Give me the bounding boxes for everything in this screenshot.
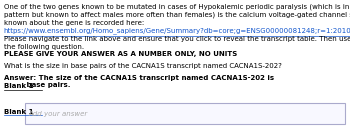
Text: Please navigate to the link above and ensure that you click to reveal the transc: Please navigate to the link above and en… (4, 36, 350, 42)
Text: Blank 1: Blank 1 (4, 82, 33, 88)
Text: pattern but known to affect males more often than females) is the calcium voltag: pattern but known to affect males more o… (4, 12, 350, 18)
Text: One of the two genes known to be mutated in cases of Hypokalemic periodic paraly: One of the two genes known to be mutated… (4, 4, 350, 10)
Text: https://www.ensembl.org/Homo_sapiens/Gene/Summary?db=core;g=ENSG00000081248;r=1:: https://www.ensembl.org/Homo_sapiens/Gen… (4, 28, 350, 34)
FancyBboxPatch shape (25, 103, 345, 124)
Text: Blank 1: Blank 1 (4, 109, 33, 115)
Text: What is the size in base pairs of the CACNA1S transcript named CACNA1S-202?: What is the size in base pairs of the CA… (4, 63, 281, 69)
Text: known about the gene is recorded here:: known about the gene is recorded here: (4, 20, 144, 26)
Text: Answer: The size of the CACNA1S transcript named CACNA1S-202 is: Answer: The size of the CACNA1S transcri… (4, 75, 274, 81)
Text: PLEASE GIVE YOUR ANSWER AS A NUMBER ONLY, NO UNITS: PLEASE GIVE YOUR ANSWER AS A NUMBER ONLY… (4, 51, 237, 57)
Text: Add your answer: Add your answer (29, 110, 88, 117)
Text: the following question.: the following question. (4, 44, 84, 50)
Text: base pairs.: base pairs. (24, 82, 70, 88)
